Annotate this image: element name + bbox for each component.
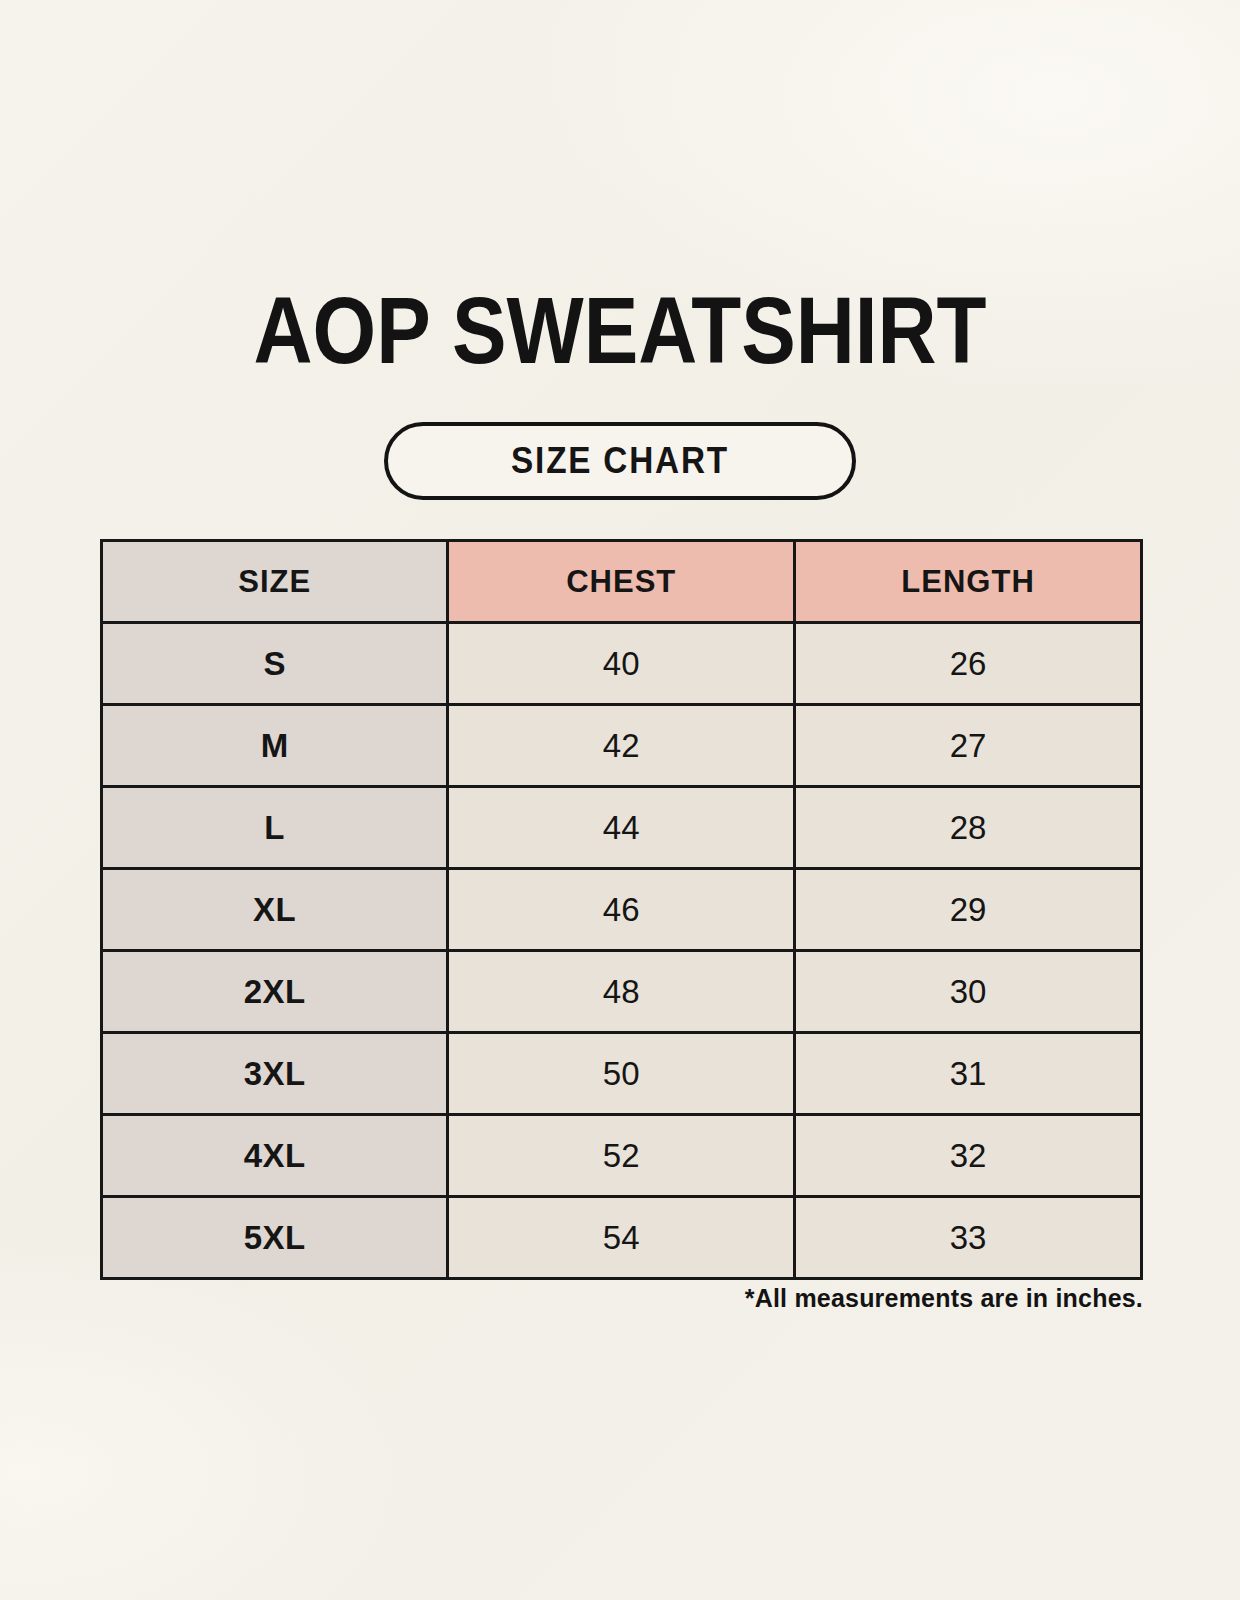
length-value: 31: [795, 1033, 1142, 1115]
chest-value: 52: [448, 1115, 795, 1197]
table-row-3xl: 3XL 50 31: [102, 1033, 1142, 1115]
table-row-s: S 40 26: [102, 623, 1142, 705]
length-value: 32: [795, 1115, 1142, 1197]
size-label: 3XL: [102, 1033, 448, 1115]
length-value: 30: [795, 951, 1142, 1033]
chest-value: 42: [448, 705, 795, 787]
length-value: 26: [795, 623, 1142, 705]
length-value: 28: [795, 787, 1142, 869]
length-value: 27: [795, 705, 1142, 787]
chest-value: 50: [448, 1033, 795, 1115]
table-row-2xl: 2XL 48 30: [102, 951, 1142, 1033]
size-label: 5XL: [102, 1197, 448, 1279]
chest-value: 46: [448, 869, 795, 951]
size-chart-table: SIZE CHEST LENGTH S 40 26 M 42 27 L 44 2…: [100, 539, 1143, 1280]
size-chart-badge-label: SIZE CHART: [511, 440, 729, 482]
size-label: L: [102, 787, 448, 869]
measurement-note: *All measurements are in inches.: [745, 1284, 1143, 1313]
header-chest: CHEST: [448, 541, 795, 623]
size-chart-page: AOP SWEATSHIRT SIZE CHART SIZE CHEST LEN…: [0, 0, 1240, 1600]
chest-value: 44: [448, 787, 795, 869]
size-label: 2XL: [102, 951, 448, 1033]
length-value: 29: [795, 869, 1142, 951]
header-size: SIZE: [102, 541, 448, 623]
table-row-l: L 44 28: [102, 787, 1142, 869]
chest-value: 54: [448, 1197, 795, 1279]
size-label: S: [102, 623, 448, 705]
table-row-xl: XL 46 29: [102, 869, 1142, 951]
table-row-4xl: 4XL 52 32: [102, 1115, 1142, 1197]
size-label: 4XL: [102, 1115, 448, 1197]
table-row-m: M 42 27: [102, 705, 1142, 787]
chest-value: 40: [448, 623, 795, 705]
table-row-5xl: 5XL 54 33: [102, 1197, 1142, 1279]
header-length: LENGTH: [795, 541, 1142, 623]
page-title: AOP SWEATSHIRT: [81, 284, 1160, 378]
size-chart-badge: SIZE CHART: [384, 422, 856, 500]
length-value: 33: [795, 1197, 1142, 1279]
size-label: M: [102, 705, 448, 787]
header-row: SIZE CHEST LENGTH: [102, 541, 1142, 623]
size-label: XL: [102, 869, 448, 951]
chest-value: 48: [448, 951, 795, 1033]
